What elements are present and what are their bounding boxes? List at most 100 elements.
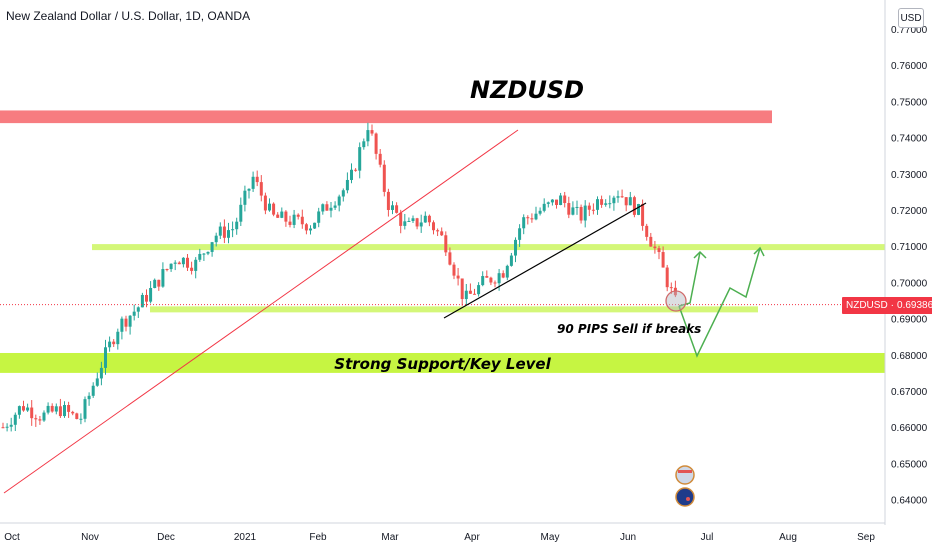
candle-down [288, 221, 292, 225]
candle-down [386, 191, 390, 210]
candle-up [54, 406, 58, 412]
candle-up [91, 385, 95, 396]
candle-down [579, 206, 583, 221]
candle-down [177, 262, 181, 265]
candle-down [300, 216, 304, 225]
candle-down [530, 218, 534, 220]
x-tick-label: Sep [857, 532, 875, 543]
candle-down [555, 199, 558, 205]
candle-up [329, 207, 333, 211]
candle-up [239, 204, 243, 222]
candle-up [583, 205, 587, 221]
candle-down [649, 236, 653, 247]
x-tick-label: Apr [464, 532, 480, 543]
zone-range-low [150, 306, 758, 313]
candle-up [136, 307, 140, 312]
chart-title-annotation: NZDUSD [470, 76, 585, 104]
x-tick-label: Oct [4, 532, 20, 543]
candle-up [83, 399, 87, 419]
currency-button[interactable]: USD [898, 8, 924, 28]
candle-down [653, 246, 657, 249]
candle-down [263, 195, 267, 211]
candle-down [382, 164, 386, 192]
candle-up [95, 378, 99, 386]
flag-nz-icon[interactable] [675, 487, 695, 507]
candle-up [596, 199, 599, 210]
candle-up [481, 276, 485, 286]
y-tick-label: 0.73000 [891, 170, 928, 181]
candle-up [161, 269, 165, 287]
candle-down [354, 169, 358, 171]
candle-down [641, 204, 645, 226]
candle-up [518, 228, 522, 240]
candle-down [145, 294, 148, 302]
candle-up [181, 257, 185, 265]
y-tick-label: 0.75000 [891, 97, 928, 108]
x-tick-label: Feb [309, 532, 327, 543]
candle-down [259, 182, 263, 196]
x-tick-label: Jun [620, 532, 636, 543]
candle-down [427, 215, 431, 223]
candle-up [116, 331, 120, 345]
candle-up [464, 290, 468, 300]
candle-down [284, 211, 288, 222]
zone-resistance [0, 110, 772, 124]
y-tick-label: 0.66000 [891, 423, 928, 434]
candle-up [313, 222, 317, 229]
sell-note-annotation: 90 PIPS Sell if breaks [557, 322, 702, 336]
x-tick-label: Jul [701, 532, 714, 543]
candle-down [374, 133, 378, 154]
candle-down [620, 196, 624, 198]
candle-down [190, 267, 194, 271]
candle-down [296, 214, 300, 217]
candle-down [71, 411, 75, 414]
candle-up [42, 412, 46, 421]
candle-up [604, 203, 608, 205]
y-tick-label: 0.70000 [891, 278, 928, 289]
zone-range-high [92, 244, 885, 251]
candle-up [477, 285, 481, 295]
candle-down [632, 197, 636, 215]
price-tag-separator: · [890, 300, 895, 311]
candle-up [79, 418, 83, 420]
candle-up [194, 259, 198, 271]
candle-up [153, 279, 157, 288]
candle-up [514, 239, 517, 256]
candle-down [22, 406, 25, 411]
candle-up [169, 263, 173, 270]
candle-down [1, 427, 5, 429]
projection-arrow-down [753, 246, 765, 257]
candle-up [198, 253, 202, 260]
candle-down [448, 252, 452, 265]
candle-up [251, 176, 255, 189]
y-tick-label: 0.65000 [891, 459, 928, 470]
candle-down [657, 248, 661, 253]
candle-up [345, 179, 349, 191]
candle-up [13, 414, 17, 425]
candle-down [485, 276, 489, 278]
candle-up [362, 141, 366, 148]
candle-up [218, 226, 222, 236]
candle-up [608, 203, 612, 205]
candle-up [206, 251, 210, 254]
candle-up [628, 197, 632, 206]
candle-down [58, 406, 62, 417]
candle-up [268, 203, 271, 211]
candle-up [407, 220, 411, 222]
candle-up [214, 235, 218, 243]
candle-up [280, 211, 284, 218]
candle-up [350, 169, 353, 180]
candle-up [235, 221, 239, 230]
flag-usa-icon[interactable] [675, 465, 695, 485]
candle-down [325, 204, 329, 211]
x-tick-label: May [541, 532, 560, 543]
candle-down [600, 199, 604, 205]
zone-support [0, 352, 885, 373]
candle-up [411, 218, 415, 221]
projection-arrow-up [693, 250, 707, 259]
red-trendline [3, 129, 519, 494]
price-tag-symbol: NZDUSD [846, 300, 888, 311]
candle-down [30, 407, 34, 419]
